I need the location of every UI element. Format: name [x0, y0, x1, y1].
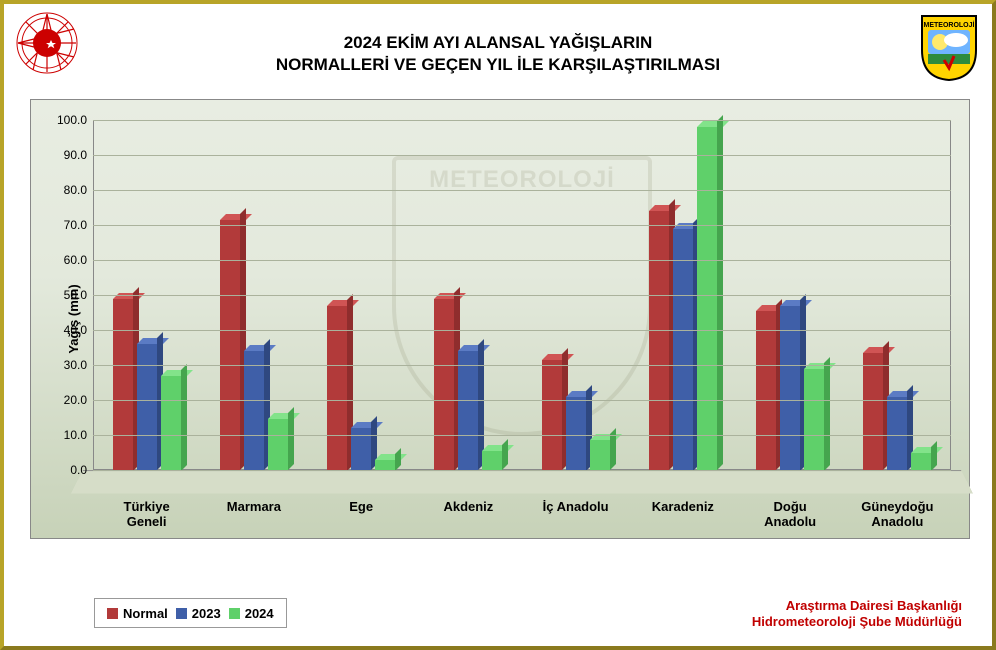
- legend-item: 2023: [176, 606, 221, 621]
- y-tick-label: 90.0: [64, 148, 87, 162]
- bar: [804, 369, 824, 471]
- footer-credit: Araştırma Dairesi Başkanlığı Hidrometeor…: [752, 598, 962, 631]
- y-tick-label: 50.0: [64, 288, 87, 302]
- y-tick-label: 10.0: [64, 428, 87, 442]
- y-tick-label: 30.0: [64, 358, 87, 372]
- x-tick-label: Akdeniz: [415, 500, 522, 515]
- legend-item: 2024: [229, 606, 274, 621]
- bar: [244, 351, 264, 470]
- bar: [590, 440, 610, 470]
- title-line-2: NORMALLERİ VE GEÇEN YIL İLE KARŞILAŞTIRI…: [4, 54, 992, 76]
- y-tick-label: 60.0: [64, 253, 87, 267]
- y-tick-label: 100.0: [57, 113, 87, 127]
- bar: [113, 299, 133, 471]
- gridline: [93, 435, 951, 436]
- y-tick-label: 80.0: [64, 183, 87, 197]
- gridline: [93, 470, 951, 471]
- bar: [887, 397, 907, 471]
- x-tick-label: TürkiyeGeneli: [93, 500, 200, 530]
- bar: [673, 229, 693, 471]
- bar: [458, 351, 478, 470]
- bar: [482, 451, 502, 470]
- gridline: [93, 295, 951, 296]
- bar: [220, 220, 240, 470]
- gridline: [93, 120, 951, 121]
- bar: [375, 460, 395, 471]
- x-tick-label: Marmara: [200, 500, 307, 515]
- gridline: [93, 365, 951, 366]
- y-tick-label: 0.0: [70, 463, 87, 477]
- footer-line-2: Hidrometeoroloji Şube Müdürlüğü: [752, 614, 962, 630]
- footer-line-1: Araştırma Dairesi Başkanlığı: [752, 598, 962, 614]
- bar: [137, 344, 157, 470]
- legend-label: 2024: [245, 606, 274, 621]
- legend-swatch: [176, 608, 187, 619]
- bar: [268, 419, 288, 470]
- gridline: [93, 330, 951, 331]
- gridline: [93, 190, 951, 191]
- bar: [434, 299, 454, 471]
- x-tick-label: İç Anadolu: [522, 500, 629, 515]
- gridline: [93, 155, 951, 156]
- legend-swatch: [107, 608, 118, 619]
- bar: [649, 211, 669, 470]
- chart-canvas: Yağış (mm) METEOROLOJİ 0.010.020.030.040…: [30, 99, 970, 539]
- y-tick-label: 70.0: [64, 218, 87, 232]
- gridline: [93, 225, 951, 226]
- bar: [911, 453, 931, 471]
- x-tick-label: Karadeniz: [629, 500, 736, 515]
- bar: [542, 360, 562, 470]
- svg-text:METEOROLOJİ: METEOROLOJİ: [924, 21, 975, 29]
- legend-item: Normal: [107, 606, 168, 621]
- y-tick-label: 20.0: [64, 393, 87, 407]
- legend: Normal 2023 2024: [94, 598, 287, 628]
- x-tick-label: Ege: [308, 500, 415, 515]
- x-tick-label: GüneydoğuAnadolu: [844, 500, 951, 530]
- title-line-1: 2024 EKİM AYI ALANSAL YAĞIŞLARIN: [4, 32, 992, 54]
- y-tick-label: 40.0: [64, 323, 87, 337]
- bar: [697, 127, 717, 470]
- x-tick-label: DoğuAnadolu: [737, 500, 844, 530]
- x-axis-labels: TürkiyeGeneliMarmaraEgeAkdenizİç Anadolu…: [93, 498, 951, 538]
- chart-floor: [71, 470, 973, 493]
- bar: [566, 397, 586, 471]
- gridline: [93, 260, 951, 261]
- gridline: [93, 400, 951, 401]
- bar: [756, 311, 776, 470]
- bar: [161, 376, 181, 471]
- legend-label: 2023: [192, 606, 221, 621]
- legend-label: Normal: [123, 606, 168, 621]
- bar: [863, 353, 883, 470]
- plot-region: METEOROLOJİ 0.010.020.030.040.050.060.07…: [93, 120, 951, 495]
- legend-swatch: [229, 608, 240, 619]
- chart-title: 2024 EKİM AYI ALANSAL YAĞIŞLARIN NORMALL…: [4, 32, 992, 76]
